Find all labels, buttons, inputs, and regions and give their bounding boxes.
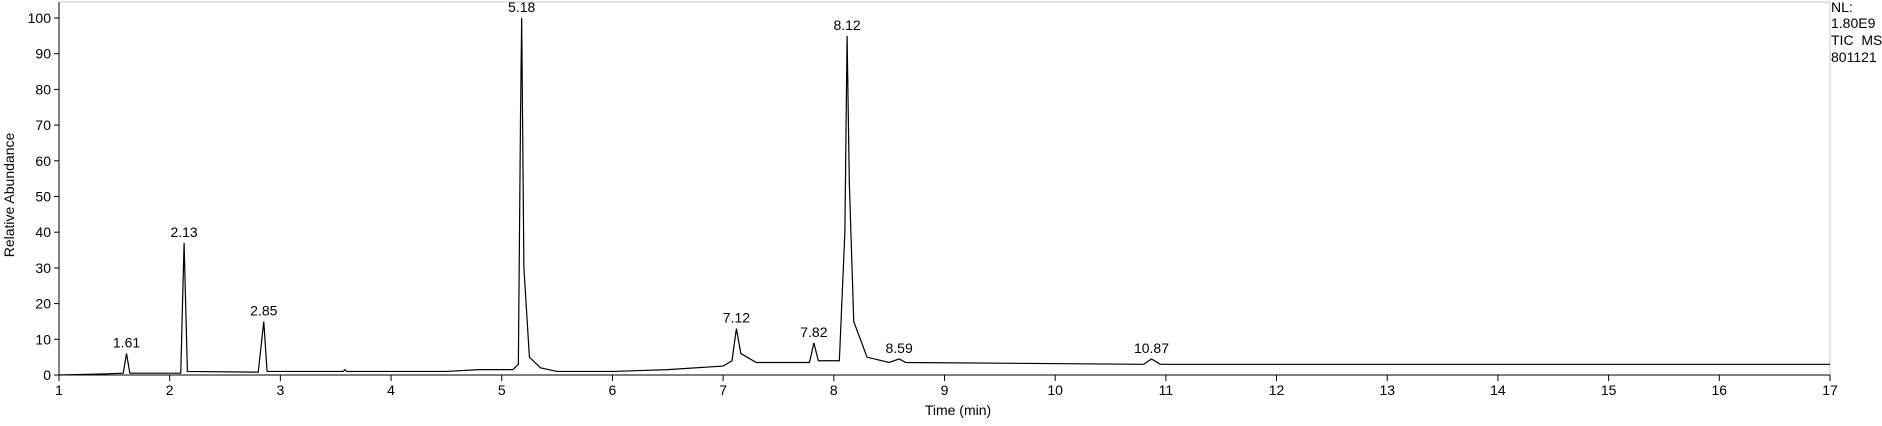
x-tick-label: 6: [609, 382, 617, 398]
y-tick-label: 90: [35, 46, 51, 62]
side-text: 801121: [1831, 49, 1877, 65]
peak-label: 1.61: [113, 335, 140, 351]
x-tick-label: 17: [1822, 382, 1838, 398]
y-tick-label: 40: [35, 224, 51, 240]
x-tick-label: 4: [387, 382, 395, 398]
side-text: 1.80E9: [1831, 15, 1876, 31]
peak-label: 10.87: [1134, 340, 1169, 356]
peak-label: 8.12: [833, 17, 860, 33]
x-tick-label: 1: [55, 382, 63, 398]
peak-label: 7.12: [723, 310, 750, 326]
y-tick-label: 10: [35, 331, 51, 347]
peak-label: 2.13: [170, 224, 197, 240]
x-axis-label: Time (min): [925, 402, 991, 418]
x-tick-label: 16: [1712, 382, 1728, 398]
x-tick-label: 5: [498, 382, 506, 398]
x-tick-label: 7: [719, 382, 727, 398]
y-tick-label: 50: [35, 189, 51, 205]
x-tick-label: 13: [1379, 382, 1395, 398]
x-tick-label: 10: [1047, 382, 1063, 398]
peak-label: 7.82: [800, 324, 827, 340]
x-tick-label: 2: [166, 382, 174, 398]
trace: [58, 17, 1830, 376]
peak-label: 5.18: [508, 0, 535, 15]
x-tick-label: 12: [1269, 382, 1285, 398]
side-text: TIC MS: [1831, 32, 1882, 48]
plot-frame: [58, 1, 1831, 376]
y-tick-label: 20: [35, 296, 51, 312]
side-text: NL:: [1831, 0, 1853, 15]
y-tick-label: 30: [35, 260, 51, 276]
peak-label: 8.59: [885, 340, 912, 356]
x-tick-label: 11: [1159, 382, 1174, 398]
y-axis-label: Relative Abundance: [1, 133, 17, 258]
peak-label: 2.85: [250, 302, 277, 318]
x-tick-label: 14: [1490, 382, 1506, 398]
y-tick-label: 100: [28, 10, 52, 26]
x-tick-label: 3: [276, 382, 284, 398]
y-tick-label: 80: [35, 81, 51, 97]
y-tick-label: 70: [35, 117, 51, 133]
y-tick-label: 0: [43, 367, 51, 383]
x-tick-label: 15: [1601, 382, 1617, 398]
x-tick-label: 9: [941, 382, 949, 398]
x-tick-label: 8: [830, 382, 838, 398]
y-tick-label: 60: [35, 153, 51, 169]
